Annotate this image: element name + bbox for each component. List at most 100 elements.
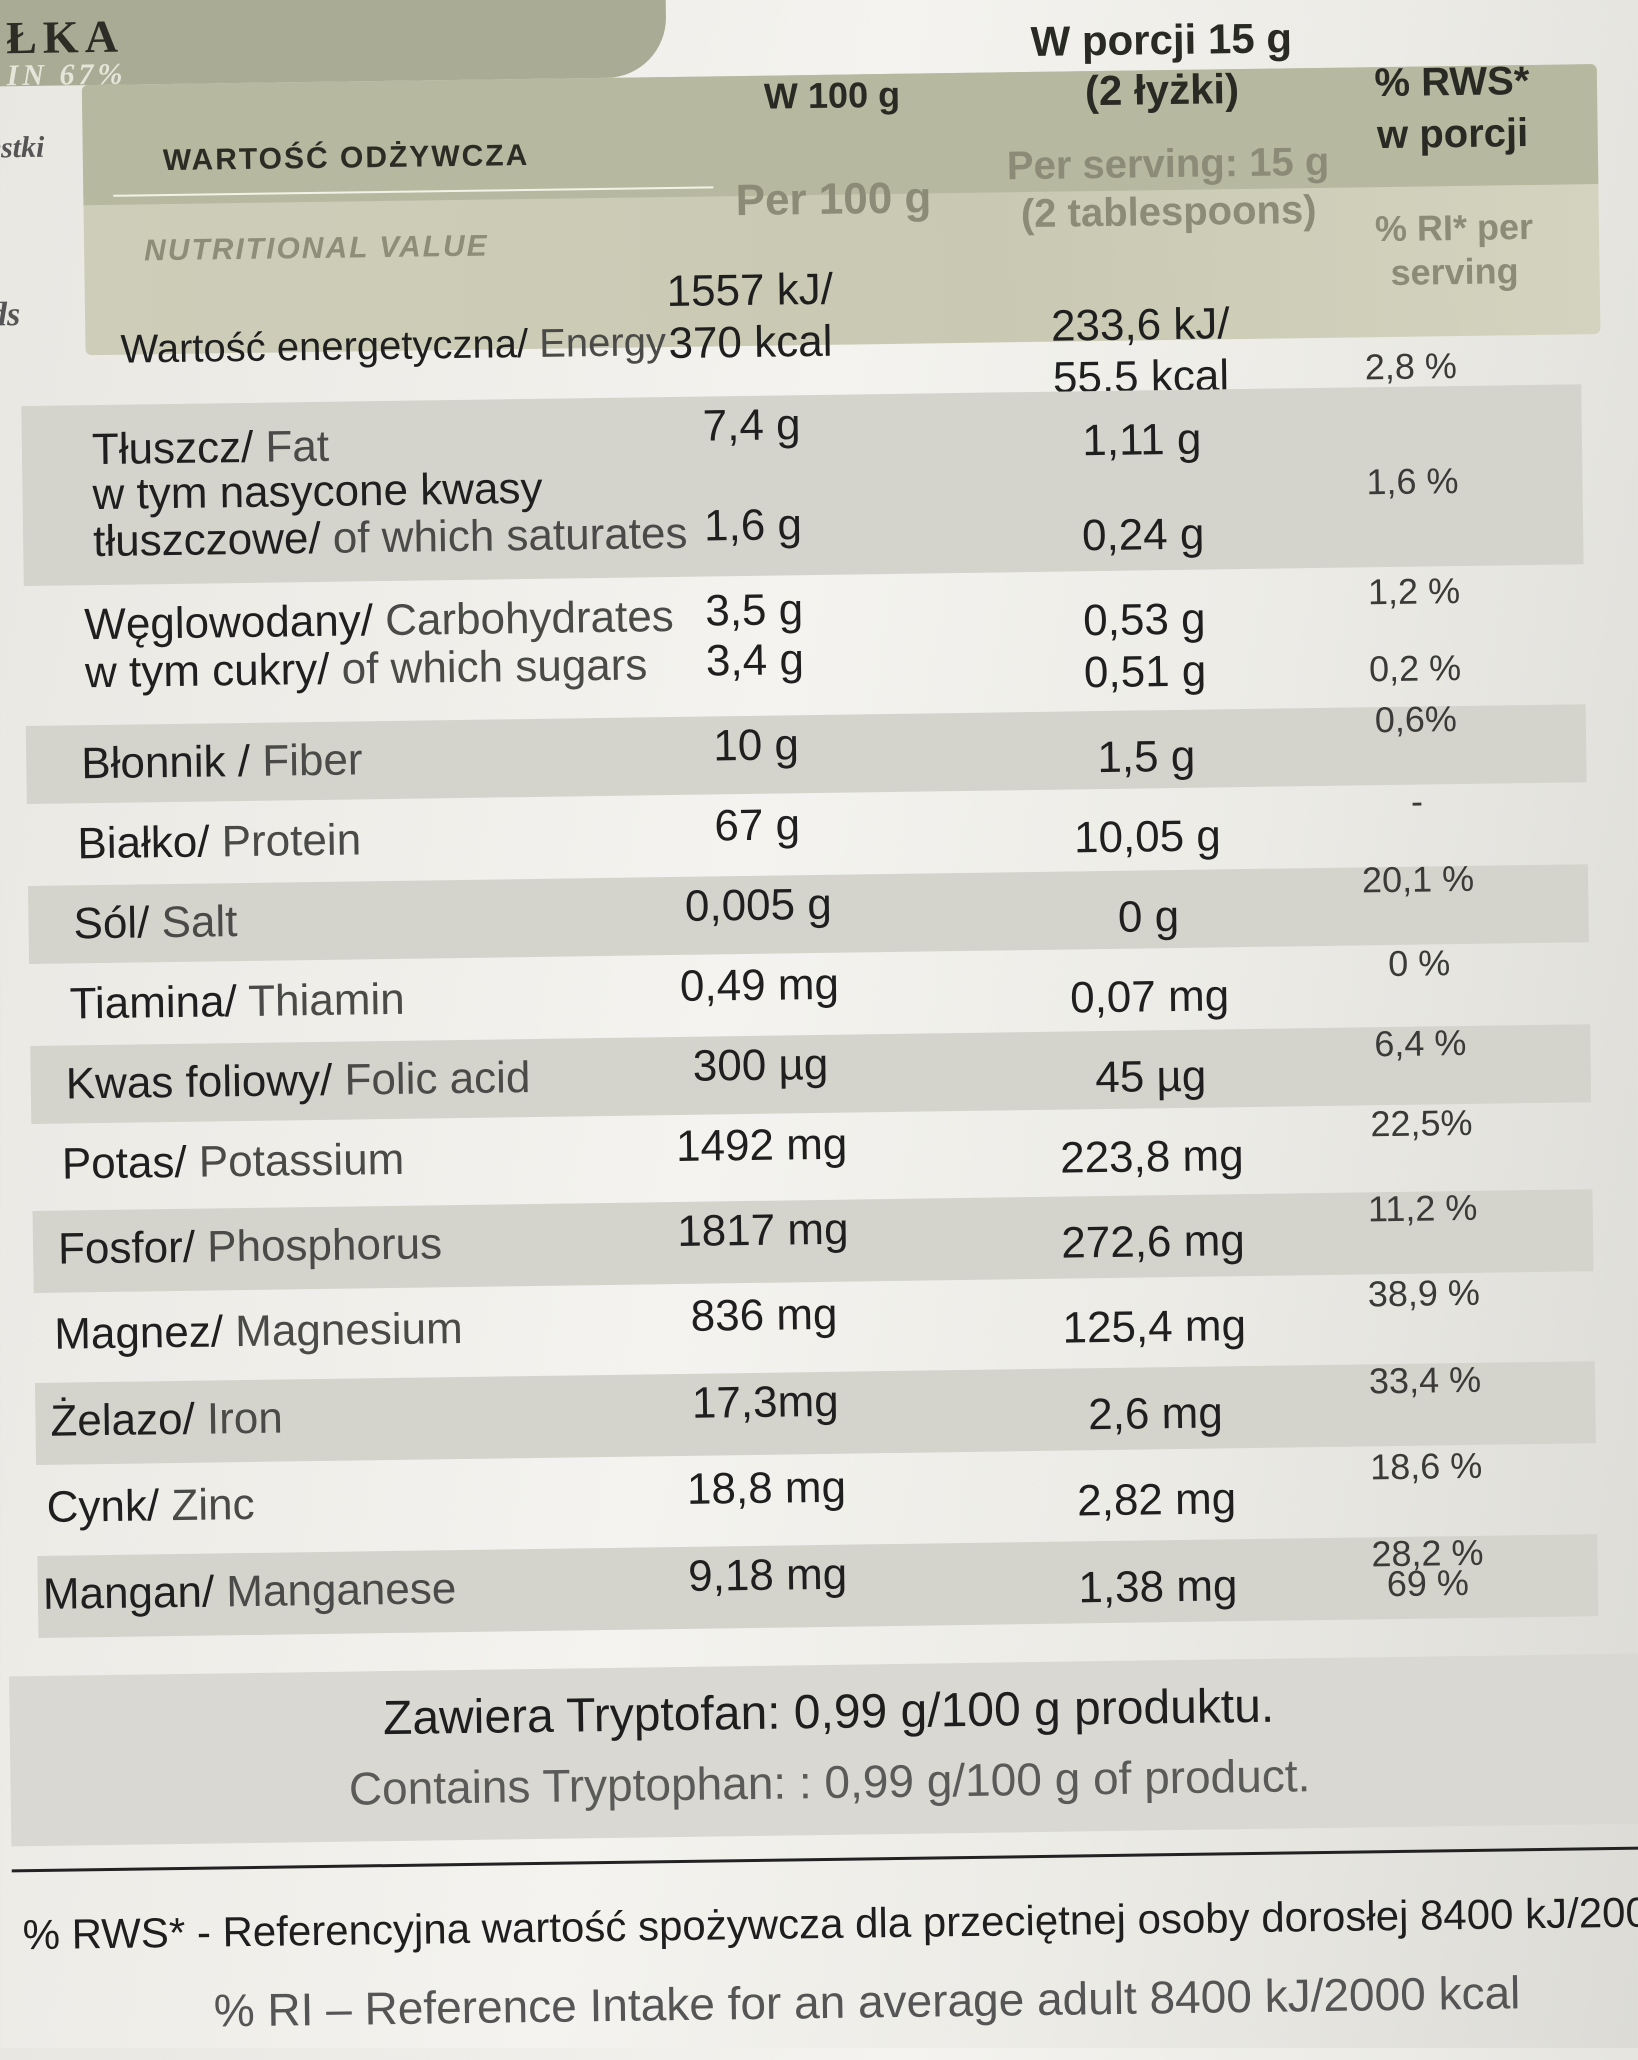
label-pl: tłuszczowe/ xyxy=(92,513,321,567)
value-per-100g: 0,005 g xyxy=(684,879,833,931)
value-per-serving: 1,11 g xyxy=(1081,414,1202,466)
row-label: Wartość energetyczna/ Energy xyxy=(120,317,666,375)
edge-text-fragment: estki xyxy=(0,130,45,165)
label-pl: Żelazo/ xyxy=(50,1394,196,1446)
value-per-100g: 1817 mg xyxy=(676,1204,849,1256)
edge-text-fragment: ds xyxy=(0,296,21,334)
value-per-serving: 0,53 g xyxy=(1082,594,1206,646)
row-label: Tiamina/ Thiamin xyxy=(69,975,405,1030)
label-pl: w tym cukry/ xyxy=(84,644,330,698)
value-per-100g: 1492 mg xyxy=(675,1119,848,1172)
label-pl: Tiamina/ xyxy=(69,977,238,1029)
label-en: Zinc xyxy=(158,1479,255,1531)
label-en: Magnesium xyxy=(222,1304,463,1357)
label-en: Fiber xyxy=(249,735,363,786)
value-ri: - xyxy=(1410,780,1424,822)
value-per-100g-saturates: 1,6 g xyxy=(703,500,803,551)
value-ri: 1,2 % xyxy=(1367,570,1461,613)
value-per-100g: 18,8 mg xyxy=(686,1462,847,1514)
value-per-100g: 67 g xyxy=(714,800,801,851)
value-per-100g: 0,49 mg xyxy=(679,959,840,1011)
value-per-100g: 1557 kJ/ xyxy=(666,264,834,317)
ri-heading-pl-line1: % RWS* xyxy=(1374,58,1530,106)
value-per-100g-line2: 370 kcal xyxy=(668,316,833,369)
value-per-serving: 223,8 mg xyxy=(1059,1131,1244,1183)
value-per-100g: 836 mg xyxy=(690,1289,838,1341)
footnote-pl: % RWS* - Referencyjna wartość spożywcza … xyxy=(22,1886,1638,1959)
label-en: Thiamin xyxy=(236,974,405,1027)
value-per-100g-sugars: 3,4 g xyxy=(705,635,805,686)
value-ri-sugars: 0,2 % xyxy=(1368,647,1462,690)
value-per-serving: 1,38 mg xyxy=(1078,1561,1238,1613)
value-per-serving: 0,07 mg xyxy=(1069,971,1230,1023)
ri-heading-pl-line2: w porcji xyxy=(1376,111,1529,158)
row-label: Sól/ Salt xyxy=(73,897,238,949)
table-row-energy: Wartość energetyczna/ Energy 1557 kJ/ 37… xyxy=(19,254,1580,403)
value-per-100g: 9,18 mg xyxy=(687,1549,848,1601)
label-pl: Mangan/ xyxy=(42,1567,215,1619)
ri-heading-pl: % RWS* w porcji xyxy=(1322,54,1583,162)
label-en: Potassium xyxy=(186,1134,405,1187)
per-100g-heading-pl: W 100 g xyxy=(763,73,901,117)
row-label: Fosfor/ Phosphorus xyxy=(58,1219,443,1274)
per-serving-heading-pl-line1: W porcji 15 g xyxy=(1030,14,1293,65)
table-row-carbohydrates: Węglowodany/ Carbohydrates w tym cukry/ … xyxy=(24,569,1586,711)
value-ri: 1,6 % xyxy=(1366,460,1459,503)
value-per-serving: 2,6 mg xyxy=(1087,1388,1224,1440)
value-per-100g: 3,5 g xyxy=(704,585,804,636)
row-label: Magnez/ Magnesium xyxy=(54,1304,463,1360)
ri-heading-en-line1: % RI* per xyxy=(1374,205,1534,250)
value-ri: 0 % xyxy=(1387,942,1451,985)
value-per-serving-saturates: 0,24 g xyxy=(1081,509,1205,561)
row-label: Cynk/ Zinc xyxy=(46,1480,255,1533)
row-label-line3: tłuszczowe/ of which saturates xyxy=(93,509,688,567)
table-row-fat: Tłuszcz/ Fat w tym nasycone kwasy tłuszc… xyxy=(21,384,1584,587)
row-label: Białko/ Protein xyxy=(77,815,361,869)
row-label: Żelazo/ Iron xyxy=(50,1394,283,1447)
label-pl: Kwas foliowy/ xyxy=(65,1055,333,1109)
footnote-en: % RI – Reference Intake for an average a… xyxy=(213,1966,1521,2037)
value-per-serving: 10,05 g xyxy=(1073,811,1222,863)
value-ri: 0,6% xyxy=(1374,698,1458,741)
label-pl: Białko/ xyxy=(77,817,210,869)
row-label: Błonnik / Fiber xyxy=(81,735,363,789)
label-en: of which sugars xyxy=(329,640,648,694)
value-per-100g: 7,4 g xyxy=(702,400,801,451)
per-serving-heading-pl: W porcji 15 g (2 łyżki) xyxy=(951,12,1372,118)
value-ri: 22,5% xyxy=(1370,1101,1473,1145)
row-label: Kwas foliowy/ Folic acid xyxy=(65,1053,530,1109)
row-label: Potas/ Potassium xyxy=(62,1135,405,1190)
label-pl: Potas/ xyxy=(61,1137,187,1189)
per-serving-heading-pl-line2: (2 łyżki) xyxy=(1084,65,1240,115)
value-per-serving: 0 g xyxy=(1117,891,1180,942)
package-corner-tab: ŁKA IN 67% xyxy=(0,0,667,92)
value-per-serving-sugars: 0,51 g xyxy=(1083,646,1207,698)
value-ri: 38,9 % xyxy=(1367,1271,1481,1315)
nutritional-value-heading-en: NUTRITIONAL VALUE xyxy=(143,229,489,268)
label-pl: Błonnik / xyxy=(80,736,251,789)
value-ri: 18,6 % xyxy=(1369,1444,1483,1488)
value-ri-extra: 69 % xyxy=(1386,1561,1470,1605)
value-per-100g: 300 µg xyxy=(692,1039,829,1091)
value-ri: 11,2 % xyxy=(1367,1186,1478,1230)
product-name-fragment: ŁKA xyxy=(5,10,125,64)
label-en: Fat xyxy=(252,421,330,472)
value-per-serving: 2,82 mg xyxy=(1076,1474,1237,1526)
label-en: Manganese xyxy=(213,1564,457,1617)
nutritional-value-heading-pl: WARTOŚĆ ODŻYWCZA xyxy=(162,138,530,178)
label-pl: Węglowodany/ xyxy=(84,596,374,650)
label-pl: Fosfor/ xyxy=(57,1222,196,1274)
row-label: Mangan/ Manganese xyxy=(43,1564,457,1620)
label-en: Phosphorus xyxy=(194,1219,443,1272)
value-ri: 6,4 % xyxy=(1374,1021,1467,1065)
label-pl: Tłuszcz/ xyxy=(91,422,254,475)
row-label-line2: w tym cukry/ of which sugars xyxy=(85,640,648,698)
value-ri: 33,4 % xyxy=(1368,1358,1482,1402)
label-pl: Sól/ xyxy=(73,898,150,949)
label-en: Folic acid xyxy=(331,1053,531,1105)
label-en: Salt xyxy=(149,897,238,948)
value-per-serving: 1,5 g xyxy=(1097,731,1196,783)
label-en: Protein xyxy=(209,815,362,867)
value-per-100g: 10 g xyxy=(712,720,800,771)
